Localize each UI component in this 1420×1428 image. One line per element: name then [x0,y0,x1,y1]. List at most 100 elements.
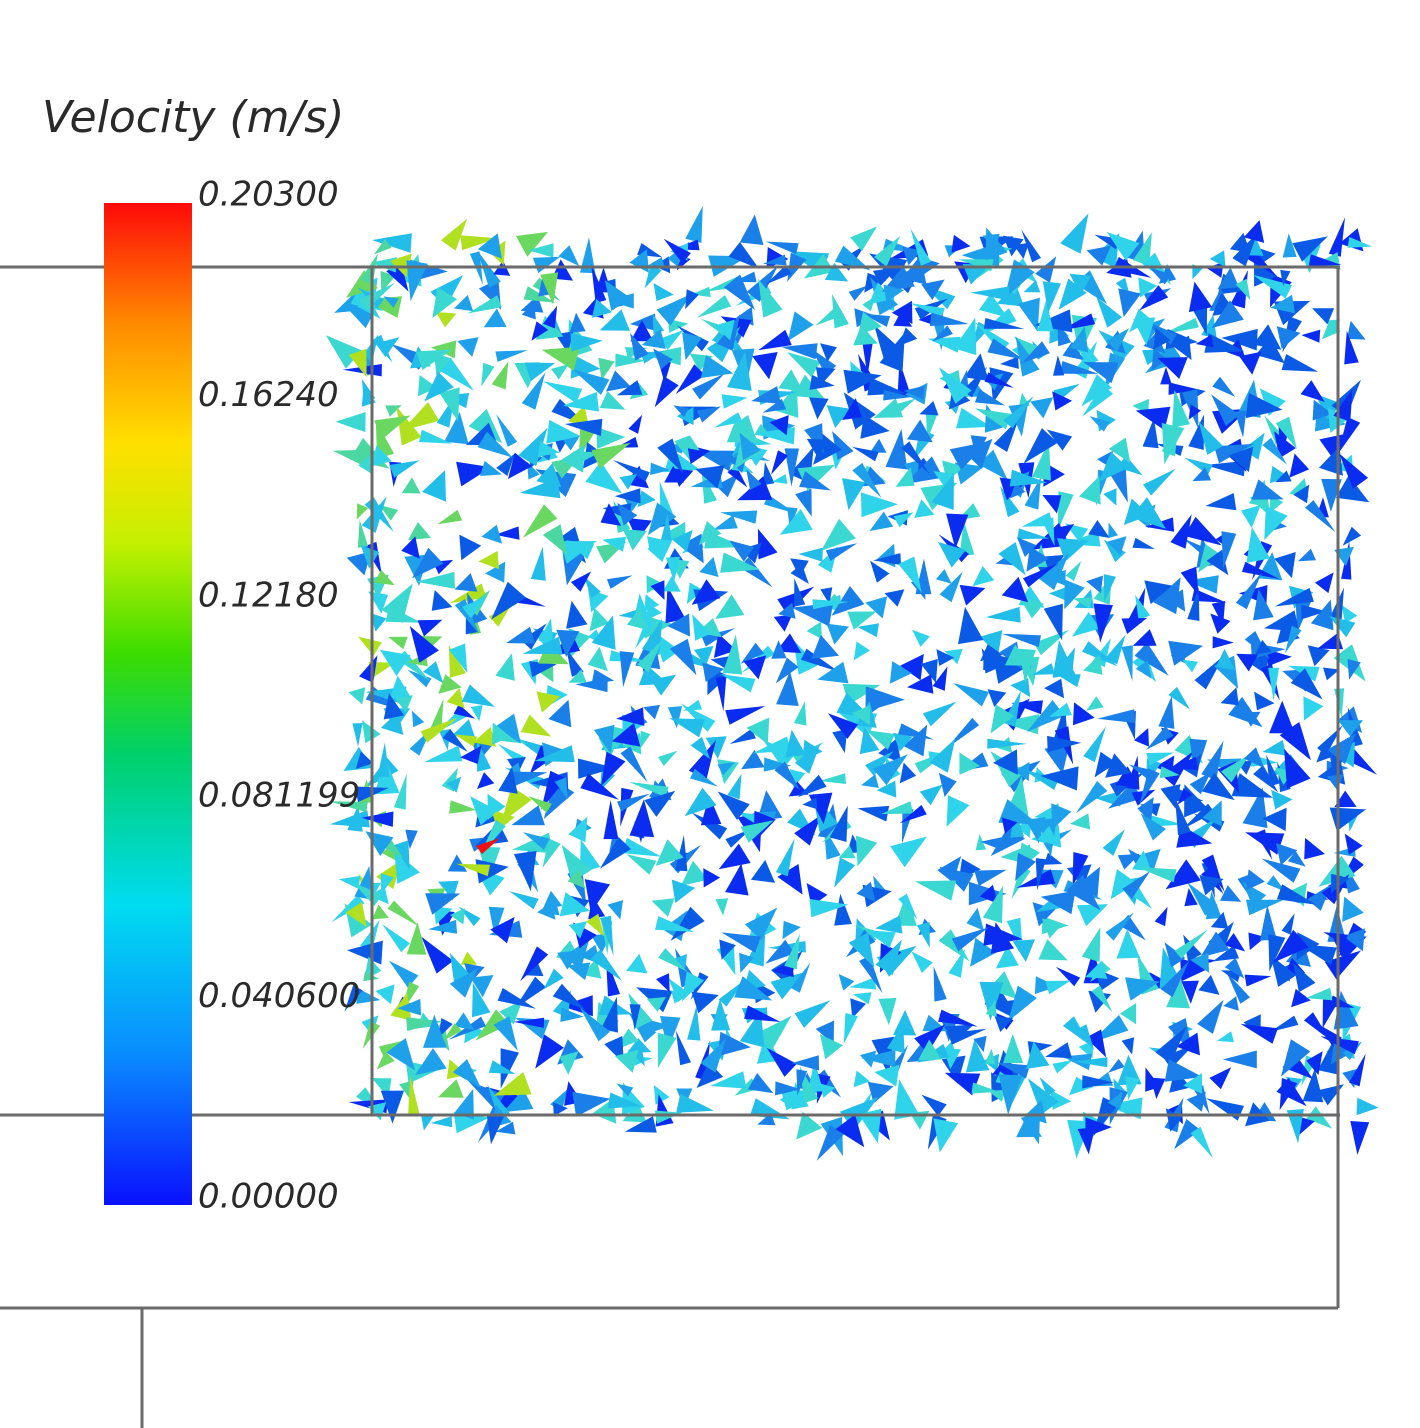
vector-arrow [705,736,727,759]
vector-arrow [659,330,684,350]
vector-arrow [799,471,831,491]
vector-arrow [744,1005,781,1022]
vector-arrow [454,599,480,635]
vector-arrow [1212,376,1236,397]
vector-arrow [635,617,656,649]
vector-arrow [1212,636,1234,649]
vector-arrow [998,799,1039,825]
vector-arrow [763,254,787,266]
vector-arrow [1290,668,1323,700]
vector-arrow [1231,773,1273,798]
vector-arrow [778,369,804,392]
vector-arrow [782,920,801,940]
vector-arrow [1170,756,1199,770]
vector-arrow [1038,939,1068,961]
vector-arrow [658,948,688,972]
vector-arrow [1285,625,1302,654]
vector-arrow [566,600,588,629]
vector-arrow [1011,700,1043,715]
vector-arrow [746,717,770,745]
vector-arrow [935,569,952,584]
vector-arrow [1280,1039,1311,1077]
vector-arrow [869,511,894,531]
vector-arrow [987,338,1024,360]
vector-arrow [1293,484,1310,504]
vector-arrow [1043,603,1063,641]
vector-arrow [1276,1077,1307,1107]
vector-arrow [777,864,803,895]
vector-arrow [1209,250,1226,268]
vector-arrow [630,320,654,342]
vector-arrow [1331,873,1350,893]
vector-arrow [655,839,684,866]
vector-arrow [856,881,876,902]
vector-arrow [1064,579,1085,610]
vector-arrow [406,260,428,302]
vector-arrow [1275,470,1292,483]
vector-arrow [352,723,363,747]
vector-arrow [1246,526,1271,563]
vector-arrow [1259,388,1286,416]
vector-arrow [725,863,749,896]
vector-arrow [654,376,679,408]
vector-arrow [1125,977,1160,1001]
vector-arrow [396,406,422,446]
vector-arrow [665,586,686,624]
vector-arrow [1120,1003,1137,1025]
vector-arrow [858,1108,882,1144]
vector-arrow [1168,686,1190,710]
vector-arrow [915,880,957,901]
vector-arrow [684,787,717,817]
vector-arrow [454,573,478,592]
vector-arrow [536,691,561,713]
vector-arrow [984,1048,996,1065]
vector-arrow [470,705,483,722]
vector-arrow [834,245,871,271]
vector-arrow [485,561,506,583]
vector-arrow [815,304,844,326]
vector-arrow [1255,829,1273,860]
vector-arrow [600,503,622,526]
vector-arrow [566,962,591,981]
vector-arrow [1204,460,1246,477]
vector-arrow [375,337,400,358]
vector-arrow [406,922,427,955]
vector-arrow [361,811,394,827]
vector-arrow [1197,999,1224,1034]
vector-arrow [1082,641,1118,667]
vector-arrow [985,227,1008,261]
vector-arrow [826,623,849,645]
vector-arrow [676,1093,714,1113]
vector-arrow [460,951,478,965]
vector-arrow [1204,333,1245,353]
vector-arrow [809,899,849,918]
vector-arrow [762,739,796,769]
vector-arrow [933,966,947,1002]
vector-arrow [739,214,764,245]
vector-arrow [821,518,856,551]
vector-arrow [796,1069,808,1096]
vector-arrow [763,757,792,772]
vector-arrow [600,915,614,956]
vector-arrow [959,584,986,606]
vector-arrow [729,540,755,562]
vector-arrow [725,706,766,725]
vector-arrow [528,796,552,813]
vector-arrow [984,372,1014,388]
vector-arrow [522,636,563,655]
vector-arrow [432,287,458,318]
vector-arrow [496,414,518,447]
vector-arrow [893,398,916,415]
vector-arrow [1181,980,1199,1004]
vector-arrow [903,724,928,757]
vector-arrow [390,992,412,1021]
vector-arrow [802,739,823,762]
vector-arrow [1296,932,1320,961]
vector-arrow [1021,229,1041,263]
vector-arrow [1268,667,1280,701]
vector-arrow [567,870,586,889]
vector-arrow [424,745,463,763]
vector-arrow [861,774,879,788]
legend-title: Velocity (m/s) [42,92,344,143]
vector-arrow [894,1079,920,1120]
